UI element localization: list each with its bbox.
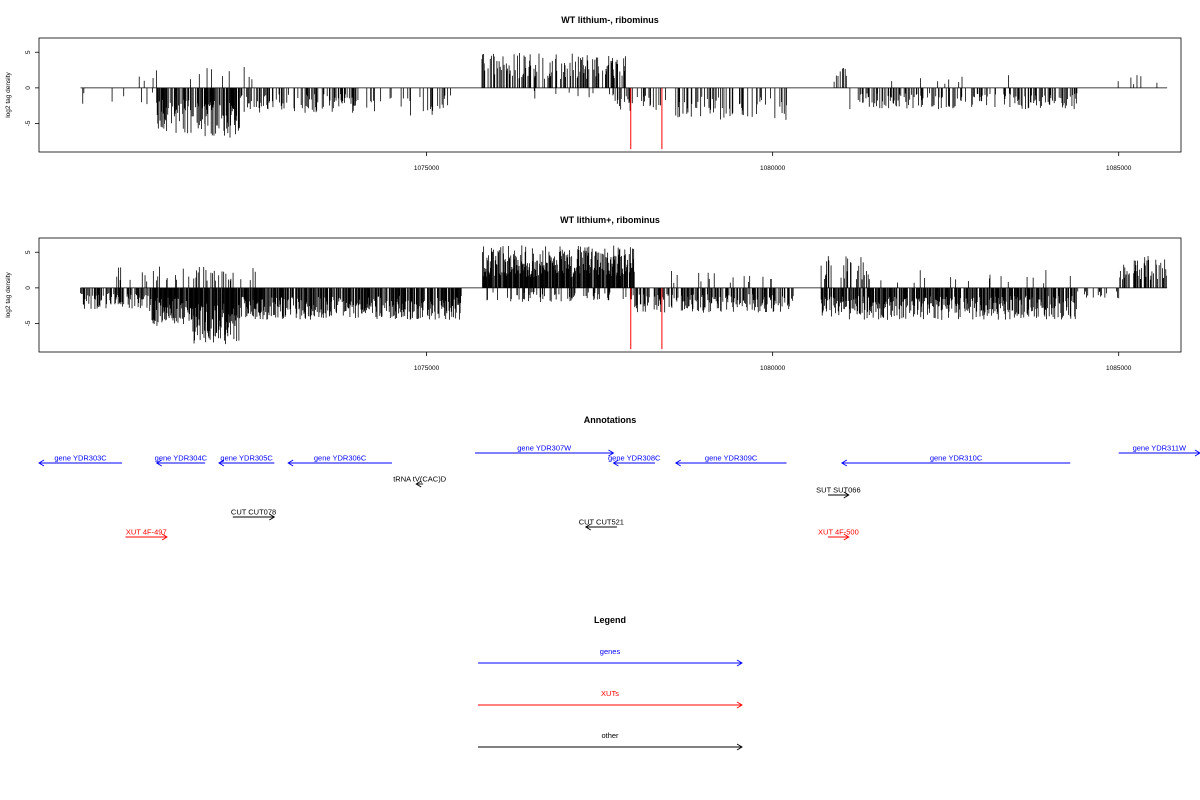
legend-entry: other — [478, 731, 743, 751]
feature-arrowhead — [843, 533, 850, 541]
feature-label: XUT 4F-497 — [126, 528, 167, 537]
legend-arrowhead — [736, 743, 743, 751]
legend-arrowhead — [736, 701, 743, 709]
feature-arrowhead — [155, 459, 162, 467]
legend-entry: XUTs — [478, 689, 743, 709]
feature-label: gene YDR306C — [314, 454, 367, 463]
legend-label: genes — [600, 647, 621, 656]
panel-title: WT lithium-, ribominus — [561, 15, 659, 25]
legend-title: Legend — [594, 615, 626, 625]
annotation-feature: SUT SUT066 — [816, 486, 861, 499]
legend-panel: Legend genes XUTs other — [478, 615, 743, 751]
annotation-feature: gene YDR307W — [475, 444, 615, 457]
legend-arrowhead — [736, 659, 743, 667]
feature-label: CUT CUT521 — [579, 518, 624, 527]
feature-label: SUT SUT066 — [816, 486, 860, 495]
annotation-feature: gene YDR306C — [287, 454, 392, 467]
feature-label: gene YDR304C — [155, 454, 208, 463]
feature-arrowhead — [674, 459, 681, 467]
feature-label: gene YDR309C — [705, 454, 758, 463]
track-panel-lithium-plus: WT lithium+, ribominus log2 tag density … — [5, 215, 1182, 372]
annotation-feature: gene YDR308C — [608, 454, 661, 467]
feature-label: CUT CUT078 — [231, 508, 276, 517]
feature-label: gene YDR311W — [1133, 444, 1187, 453]
annotations-panel: Annotations gene YDR303C gene YDR304C gene… — [38, 415, 1200, 541]
x-tick-label: 1080000 — [760, 165, 786, 172]
feature-label: gene YDR310C — [930, 454, 983, 463]
legend-label: XUTs — [601, 689, 619, 698]
annotation-feature: tRNA tV(CAC)D — [393, 475, 447, 488]
feature-arrowhead — [38, 459, 45, 467]
annotation-feature: gene YDR309C — [674, 454, 787, 467]
x-tick-label: 1080000 — [760, 365, 786, 372]
y-axis-label: log2 tag density — [5, 271, 12, 317]
feature-arrowhead — [1194, 449, 1200, 457]
y-tick-label: 0 — [25, 86, 32, 90]
y-tick-label: 5 — [25, 50, 32, 54]
feature-arrowhead — [415, 480, 422, 488]
feature-arrowhead — [612, 459, 619, 467]
feature-label: tRNA tV(CAC)D — [393, 475, 447, 484]
feature-label: gene YDR308C — [608, 454, 661, 463]
track-panel-lithium-minus: WT lithium-, ribominus log2 tag density … — [5, 15, 1182, 172]
y-axis-label: log2 tag density — [5, 71, 12, 117]
signal-bars — [82, 53, 1158, 150]
axes: -5 0 5 1075000 1080000 1085000 — [25, 50, 1168, 172]
y-tick-label: -5 — [25, 120, 32, 126]
feature-arrowhead — [608, 449, 615, 457]
annotation-feature: gene YDR311W — [1118, 444, 1200, 457]
annotation-feature: CUT CUT521 — [579, 518, 624, 531]
feature-arrowhead — [218, 459, 225, 467]
feature-label: gene YDR305C — [220, 454, 273, 463]
feature-arrowhead — [269, 513, 276, 521]
y-tick-label: -5 — [25, 320, 32, 326]
annotation-items: gene YDR303C gene YDR304C gene YDR305C gene… — [38, 444, 1200, 541]
feature-arrowhead — [584, 523, 592, 531]
x-tick-label: 1085000 — [1106, 165, 1132, 172]
annotation-feature: XUT 4F-497 — [125, 528, 168, 541]
feature-label: XUT 4F-500 — [818, 528, 859, 537]
annotation-feature: gene YDR305C — [218, 454, 275, 467]
annotation-feature: XUT 4F-500 — [818, 528, 859, 541]
annotation-feature: gene YDR303C — [38, 454, 123, 467]
plot-frame — [38, 237, 1182, 353]
x-tick-label: 1085000 — [1106, 365, 1132, 372]
x-tick-label: 1075000 — [414, 365, 440, 372]
legend-label: other — [601, 731, 619, 740]
feature-arrowhead — [840, 459, 848, 467]
signal-bars — [80, 245, 1167, 350]
axes: -5 0 5 1075000 1080000 1085000 — [25, 250, 1168, 372]
plot-frame — [38, 37, 1182, 153]
legend-entries: genes XUTs other — [478, 647, 743, 751]
feature-label: gene YDR303C — [54, 454, 107, 463]
feature-arrowhead — [161, 533, 168, 541]
x-tick-label: 1075000 — [414, 165, 440, 172]
panel-title: WT lithium+, ribominus — [560, 215, 660, 225]
legend-entry: genes — [478, 647, 743, 667]
feature-arrowhead — [287, 459, 294, 467]
feature-arrowhead — [843, 491, 850, 499]
y-tick-label: 5 — [25, 250, 32, 254]
annotation-feature: gene YDR304C — [155, 454, 208, 467]
y-tick-label: 0 — [25, 286, 32, 290]
annotation-feature: gene YDR310C — [840, 454, 1071, 467]
annotation-feature: CUT CUT078 — [231, 508, 276, 521]
annotations-title: Annotations — [584, 415, 637, 425]
feature-label: gene YDR307W — [517, 444, 572, 453]
